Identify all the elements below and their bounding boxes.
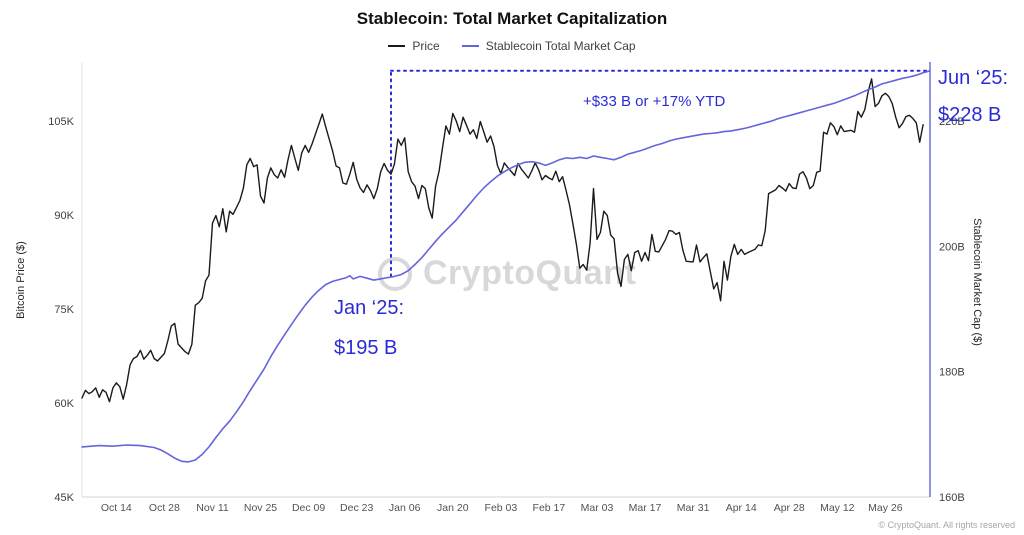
x-axis-tick-label: Mar 17	[629, 502, 662, 514]
x-axis-tick-label: Oct 14	[101, 502, 132, 514]
x-axis-tick-label: Nov 25	[244, 502, 277, 514]
x-axis-tick-label: Jan 20	[437, 502, 469, 514]
x-axis-tick-label: Apr 14	[726, 502, 757, 514]
x-axis-tick-label: Mar 03	[581, 502, 614, 514]
x-axis-tick-label: Feb 17	[533, 502, 566, 514]
left-axis-title: Bitcoin Price ($)	[15, 241, 27, 319]
cryptoquant-logo-icon	[378, 256, 412, 291]
legend-item-stablecoin-mcap[interactable]: Stablecoin Total Market Cap	[461, 39, 636, 53]
copyright-footer: © CryptoQuant. All rights reserved	[878, 520, 1015, 530]
left-axis-tick-label: 75K	[54, 304, 74, 316]
x-axis-tick-label: Dec 09	[292, 502, 325, 514]
annotation-line: $228 B	[938, 104, 1002, 126]
x-axis-tick-label: Mar 31	[677, 502, 710, 514]
x-axis-tick-label: May 26	[868, 502, 903, 514]
annotation-line: Jun ‘25:	[938, 67, 1009, 89]
x-axis-tick-label: May 12	[820, 502, 855, 514]
chart-title: Stablecoin: Total Market Capitalization	[356, 9, 668, 28]
x-axis-tick-label: Apr 28	[774, 502, 805, 514]
left-axis-tick-label: 45K	[54, 492, 74, 504]
right-axis-tick-label: 160B	[939, 492, 965, 504]
watermark-text: CryptoQuant	[423, 254, 637, 292]
x-axis-tick-label: Dec 23	[340, 502, 373, 514]
x-axis-tick-label: Nov 11	[196, 502, 229, 514]
x-axis-tick-label: Feb 03	[485, 502, 518, 514]
chart-legend: Price Stablecoin Total Market Cap	[0, 39, 1024, 53]
x-axis-tick-label: Oct 28	[149, 502, 180, 514]
left-axis-tick-label: 105K	[48, 116, 74, 128]
price-line-swatch	[388, 45, 406, 47]
price-line	[81, 78, 924, 403]
stablecoin-mcap-line	[81, 70, 931, 463]
left-axis-tick-label: 90K	[54, 210, 74, 222]
right-axis-title: Stablecoin Market Cap ($)	[971, 218, 983, 346]
annotation-jan-195b: Jan ‘25: $195 B	[334, 288, 404, 368]
legend-label-price: Price	[412, 39, 440, 53]
x-axis-tick-label: Jan 06	[389, 502, 421, 514]
left-axis-tick-label: 60K	[54, 398, 74, 410]
right-axis-tick-label: 180B	[939, 367, 965, 379]
annotation-line: Jan ‘25:	[334, 297, 405, 319]
annotation-ytd-change: +$33 B or +17% YTD	[583, 93, 726, 110]
right-axis-tick-label: 200B	[939, 241, 965, 253]
legend-label-stablecoin-mcap: Stablecoin Total Market Cap	[485, 39, 636, 53]
right-axis-tick-label: 220B	[939, 116, 965, 128]
watermark: CryptoQuant	[378, 254, 636, 293]
legend-item-price[interactable]: Price	[388, 39, 440, 53]
stablecoin-line-swatch	[461, 45, 479, 47]
annotation-line: $195 B	[334, 337, 398, 359]
annotation-jun-228b: Jun ‘25: $228 B	[938, 60, 1008, 134]
